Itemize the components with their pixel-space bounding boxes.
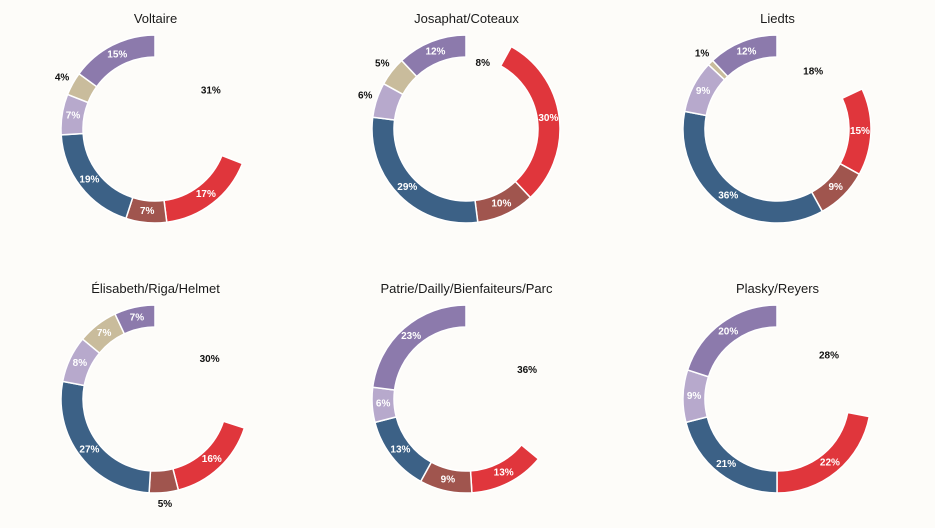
slice-percent-label: 30% — [200, 354, 220, 365]
donut-chart: 30% 16% 5% 27% 8% 7% 7% — [60, 304, 246, 510]
donut-slice — [371, 116, 479, 224]
donut-slice — [682, 110, 824, 224]
chart-title: Voltaire — [133, 11, 178, 26]
slice-percent-label: 30% — [538, 113, 558, 124]
slice-percent-label: 13% — [390, 444, 410, 455]
slice-percent-label: 13% — [494, 467, 514, 478]
slice-percent-label: 5% — [158, 499, 173, 510]
slice-percent-label: 9% — [441, 475, 456, 486]
slice-percent-label: 7% — [130, 312, 145, 323]
slice-percent-label: 10% — [491, 199, 511, 210]
donut-slice — [686, 304, 778, 378]
slice-percent-label: 7% — [66, 111, 81, 122]
donut-chart: 31% 17% 7% 19% 7% 4% 15% — [55, 34, 244, 224]
donut-slice — [113, 304, 156, 335]
slice-percent-label: 21% — [716, 459, 736, 470]
donut-slice — [711, 34, 778, 78]
donut-panel: Plasky/Reyers 28% 22% 21% 9% 20% — [622, 270, 933, 528]
donut-chart: 18% 15% 9% 36% 9% 1% 12% — [682, 34, 872, 224]
chart-title: Plasky/Reyers — [735, 281, 820, 296]
slice-percent-label: 17% — [196, 189, 216, 200]
slice-percent-label: 12% — [425, 46, 445, 57]
donut-panel: Liedts 18% 15% 9% 36% 9% 1% 12% — [622, 0, 933, 258]
donut-slice — [400, 34, 467, 78]
slice-percent-label: 15% — [107, 50, 127, 61]
slice-percent-label: 7% — [97, 328, 112, 339]
slice-percent-label: 15% — [850, 126, 870, 137]
slice-percent-label: 7% — [140, 206, 155, 217]
slice-percent-label: 20% — [718, 326, 738, 337]
donut-chart: 8% 30% 10% 29% 6% 5% 12% — [358, 34, 561, 224]
donut-panel: Élisabeth/Riga/Helmet 30% 16% 5% 27% 8% 7% 7% — [0, 270, 311, 528]
donut-chart: 28% 22% 21% 9% 20% — [682, 304, 871, 494]
slice-percent-label: 18% — [803, 67, 823, 78]
slice-percent-label: 29% — [397, 182, 417, 193]
slice-percent-label: 9% — [687, 391, 702, 402]
slice-percent-label: 9% — [828, 182, 843, 193]
chart-title: Élisabeth/Riga/Helmet — [91, 281, 220, 296]
slice-percent-label: 36% — [718, 191, 738, 202]
donut-slice — [776, 411, 871, 494]
chart-title: Patrie/Dailly/Bienfaiteurs/Parc — [380, 281, 553, 296]
slice-percent-label: 5% — [375, 59, 390, 70]
slice-percent-label: 27% — [79, 444, 99, 455]
slice-percent-label: 28% — [819, 350, 839, 361]
slice-percent-label: 6% — [376, 399, 391, 410]
donut-panel: Josaphat/Coteaux 8% 30% 10% 29% 6% 5% 12% — [311, 0, 622, 258]
donut-chart: 36% 13% 9% 13% 6% 23% — [371, 304, 540, 494]
slice-percent-label: 1% — [695, 49, 710, 60]
slice-percent-label: 4% — [55, 72, 70, 83]
slice-percent-label: 8% — [73, 358, 88, 369]
slice-percent-label: 19% — [79, 174, 99, 185]
donut-slice — [77, 34, 156, 88]
slice-percent-label: 8% — [476, 58, 491, 69]
chart-title: Liedts — [760, 11, 795, 26]
donut-slice — [371, 304, 467, 391]
donut-slice — [148, 467, 180, 494]
slice-percent-label: 9% — [696, 86, 711, 97]
slice-percent-label: 16% — [202, 454, 222, 465]
slice-percent-label: 12% — [736, 46, 756, 57]
slice-percent-label: 31% — [201, 86, 221, 97]
donut-panel: Voltaire 31% 17% 7% 19% 7% 4% 15% — [0, 0, 311, 258]
donut-chart-grid: Voltaire 31% 17% 7% 19% 7% 4% 15% Josaphat/Cot… — [0, 0, 933, 510]
slice-percent-label: 36% — [517, 365, 537, 376]
slice-percent-label: 23% — [401, 331, 421, 342]
donut-slice — [685, 415, 778, 494]
slice-percent-label: 6% — [358, 91, 373, 102]
donut-slice — [60, 380, 152, 494]
slice-percent-label: 22% — [820, 457, 840, 468]
chart-title: Josaphat/Coteaux — [414, 11, 519, 26]
donut-panel: Patrie/Dailly/Bienfaiteurs/Parc 36% 13% 9%… — [311, 270, 622, 528]
